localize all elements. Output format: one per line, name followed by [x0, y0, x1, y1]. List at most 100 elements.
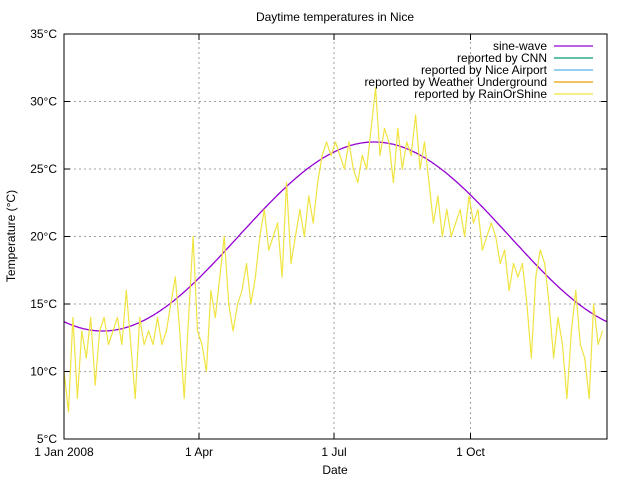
data-point [339, 154, 341, 157]
data-point [268, 249, 270, 251]
data-point [134, 397, 136, 400]
data-point [508, 289, 510, 292]
data-point [423, 141, 426, 143]
data-point [290, 262, 292, 265]
data-point [241, 289, 243, 292]
data-point [437, 195, 439, 197]
data-point [183, 397, 185, 400]
y-tick-label: 25°C [30, 162, 57, 176]
data-point [263, 208, 265, 211]
data-point [548, 303, 550, 305]
data-point [156, 316, 159, 319]
data-point [459, 208, 461, 211]
data-point [468, 195, 470, 197]
data-point [379, 154, 381, 157]
data-point [116, 316, 119, 319]
data-point [441, 235, 443, 238]
data-point [383, 127, 386, 130]
data-point [236, 303, 239, 305]
data-point [228, 303, 230, 305]
data-point [521, 262, 524, 265]
data-point [103, 316, 105, 319]
data-point [366, 168, 368, 170]
data-point [170, 303, 172, 305]
y-axis-label: Temperature (°C) [4, 190, 18, 282]
data-point [143, 343, 145, 346]
data-point [312, 222, 314, 224]
data-point [303, 235, 305, 238]
data-point [147, 330, 150, 332]
data-point [352, 168, 354, 170]
series-lines [63, 87, 608, 413]
data-point [512, 262, 515, 265]
data-point [130, 343, 132, 346]
data-point [597, 343, 599, 346]
plot-frame [63, 33, 608, 440]
data-point [330, 154, 332, 157]
data-point [325, 141, 328, 143]
data-point [259, 235, 261, 238]
data-point [472, 222, 475, 224]
data-point [99, 330, 101, 332]
data-point [232, 330, 234, 332]
data-point [67, 411, 70, 413]
y-tick-label: 20°C [30, 230, 57, 244]
data-point [245, 262, 248, 265]
data-point [317, 181, 319, 184]
legend-label: sine-wave [493, 39, 547, 53]
data-point [334, 141, 337, 143]
data-point [321, 154, 323, 157]
data-point [539, 249, 541, 251]
data-point [179, 330, 181, 332]
y-tick-labels: 5°C 10°C 15°C 20°C 25°C 30°C 35°C [30, 27, 57, 446]
data-point [544, 262, 546, 265]
data-point [165, 330, 167, 332]
data-point [419, 168, 421, 170]
data-point [499, 262, 501, 265]
y-tick-label: 15°C [30, 297, 57, 311]
data-point [94, 384, 96, 386]
data-point [490, 222, 492, 224]
data-point [450, 235, 452, 238]
x-tick-label: 1 Oct [456, 445, 485, 459]
legend-label: reported by CNN [457, 51, 547, 65]
series-reported-by-rainorshine [63, 87, 604, 413]
data-point [348, 141, 350, 143]
data-point [552, 357, 555, 359]
y-tick-label: 10°C [30, 365, 57, 379]
data-point [406, 141, 408, 143]
data-point [90, 316, 92, 319]
data-point [428, 181, 430, 184]
data-point [392, 181, 394, 184]
data-point [463, 235, 466, 238]
data-point [72, 316, 74, 319]
data-point [277, 222, 279, 224]
data-point [557, 316, 559, 319]
data-point [566, 397, 568, 400]
data-point [601, 330, 604, 332]
data-point [285, 181, 288, 184]
data-point [584, 357, 586, 359]
data-point [125, 289, 127, 292]
data-point [477, 208, 479, 211]
data-point [504, 249, 506, 251]
data-point [388, 141, 390, 143]
data-point [196, 330, 199, 332]
y-tick-label: 5°C [37, 432, 57, 446]
data-point [76, 397, 78, 400]
data-point [370, 127, 372, 130]
data-point [294, 235, 297, 238]
data-point [361, 154, 363, 157]
data-point [357, 181, 359, 184]
series-line [63, 87, 604, 413]
data-point [530, 357, 532, 359]
data-point [446, 208, 448, 211]
data-point [205, 370, 208, 373]
data-point [81, 330, 83, 332]
legend-label: reported by Nice Airport [421, 63, 548, 77]
data-point [570, 330, 572, 332]
grid [64, 34, 607, 439]
data-point [517, 276, 519, 278]
